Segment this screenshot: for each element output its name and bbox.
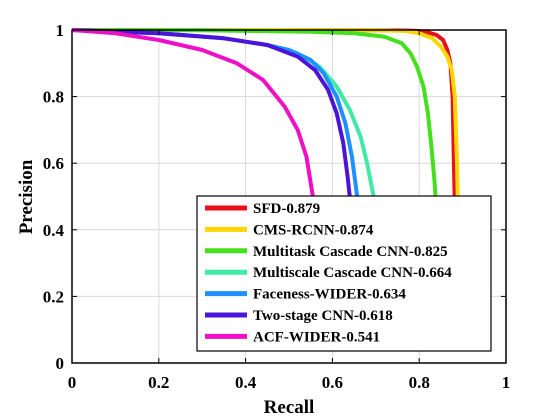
y-axis-title: Precision — [16, 159, 37, 234]
plot-frame — [71, 29, 507, 364]
x-tick-label: 1 — [502, 373, 511, 392]
legend-label-7: ACF-WIDER-0.541 — [253, 329, 380, 345]
y-tick-label: 0 — [56, 354, 65, 373]
x-tick-label: 0.4 — [235, 373, 257, 392]
y-tick-label: 1 — [56, 21, 65, 40]
x-tick-label: 0.6 — [322, 373, 343, 392]
legend-label-6: Two-stage CNN-0.618 — [253, 308, 393, 324]
x-tick-label: 0.8 — [409, 373, 430, 392]
y-tick-label: 0.6 — [43, 154, 64, 173]
legend-label-5: Faceness-WIDER-0.634 — [253, 287, 406, 303]
legend-label-2: CMS-RCNN-0.874 — [253, 222, 374, 238]
x-tick-label: 0 — [68, 373, 77, 392]
legend-label-1: SFD-0.879 — [253, 201, 320, 217]
x-axis-title: Recall — [264, 397, 315, 418]
legend: SFD-0.879 CMS-RCNN-0.874 Multitask Cascade… — [196, 195, 492, 352]
legend-label-3: Multitask Cascade CNN-0.825 — [253, 244, 448, 260]
y-tick-label: 0.2 — [43, 287, 64, 306]
x-tick-label: 0.2 — [148, 373, 169, 392]
y-tick-label: 0.8 — [43, 88, 64, 107]
y-tick-label: 0.4 — [43, 221, 65, 240]
axis-ticks: 0 0.2 0.4 0.6 0.8 1 0 0.2 0.4 0.6 0.8 1 — [43, 21, 511, 392]
legend-label-4: Multiscale Cascade CNN-0.664 — [253, 265, 452, 281]
